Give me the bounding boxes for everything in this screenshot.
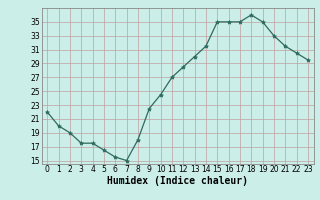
X-axis label: Humidex (Indice chaleur): Humidex (Indice chaleur) xyxy=(107,176,248,186)
